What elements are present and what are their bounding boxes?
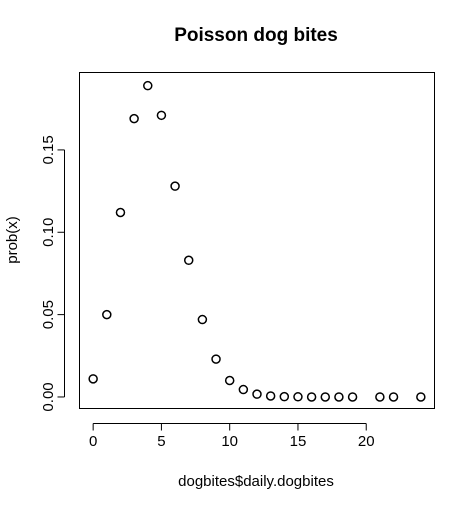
- data-point: [416, 392, 426, 402]
- y-tick-label: 0.05: [40, 300, 57, 329]
- data-point: [347, 392, 358, 402]
- x-tick-label: 15: [290, 433, 307, 450]
- data-point: [211, 354, 221, 364]
- data-point: [129, 113, 139, 124]
- y-tick-label: 0.10: [40, 218, 57, 247]
- data-point: [224, 375, 235, 386]
- chart-title: Poisson dog bites: [174, 25, 338, 46]
- x-axis: 0 5 10 15 20: [89, 423, 375, 450]
- data-point: [252, 389, 262, 399]
- data-point: [279, 391, 290, 402]
- y-axis-label: prob(x): [4, 216, 21, 264]
- plot-frame: [79, 72, 435, 409]
- x-tick-label: 20: [358, 433, 375, 450]
- data-point: [375, 392, 385, 402]
- data-point: [170, 181, 180, 191]
- data-point: [197, 314, 208, 325]
- data-point: [334, 392, 344, 402]
- y-tick-label: 0.15: [40, 135, 57, 164]
- data-point: [265, 391, 276, 401]
- data-point: [183, 255, 194, 266]
- data-point: [143, 80, 153, 91]
- data-points: [88, 80, 426, 402]
- x-tick-label: 10: [221, 433, 238, 450]
- y-tick-label: 0.00: [40, 382, 57, 411]
- x-tick-label: 0: [89, 433, 97, 450]
- x-tick-label: 5: [157, 433, 165, 450]
- data-point: [293, 392, 303, 402]
- data-point: [115, 207, 126, 218]
- data-point: [388, 392, 399, 402]
- y-axis: 0.00 0.05 0.10 0.15: [40, 135, 65, 412]
- data-point: [102, 309, 112, 320]
- data-point: [88, 374, 98, 384]
- data-point: [156, 110, 167, 121]
- data-point: [306, 392, 317, 402]
- x-axis-label: dogbites$daily.dogbites: [178, 473, 334, 490]
- data-point: [320, 392, 331, 402]
- data-point: [238, 384, 249, 395]
